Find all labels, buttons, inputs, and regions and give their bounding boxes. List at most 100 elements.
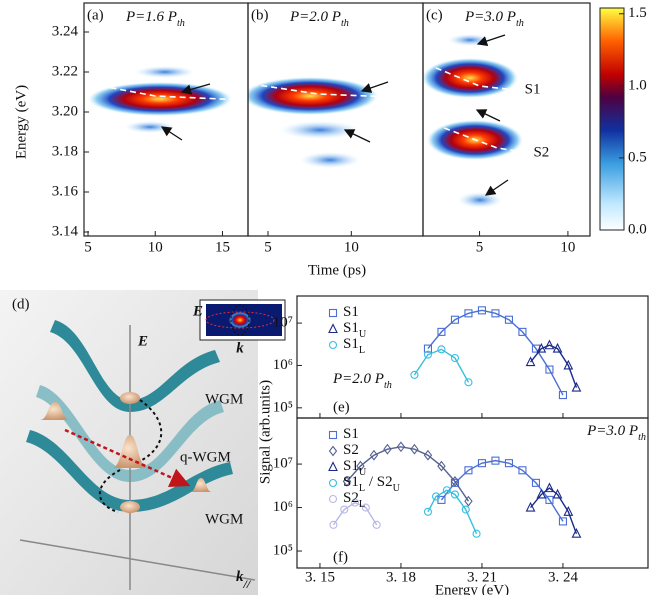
legend-marker [328, 308, 338, 318]
y-tick-label: 10⁵ [273, 542, 293, 558]
marker-square [558, 517, 568, 526]
colorbar [599, 7, 625, 231]
x-tick-label: 3. 15 [305, 569, 335, 585]
marker-diamond [450, 475, 460, 487]
marker-circle [450, 490, 460, 499]
legend-marker [328, 323, 338, 334]
marker-triangle [544, 482, 555, 493]
inset-outline [230, 304, 250, 336]
marker-diamond [383, 443, 392, 455]
inset-axis-label: E [192, 303, 203, 319]
x-axis-label: Time (ps) [308, 262, 366, 278]
marker-circle [340, 505, 349, 514]
marker-square [545, 495, 554, 504]
marker-triangle [552, 488, 563, 499]
marker-circle [410, 370, 419, 379]
marker-diamond [437, 460, 446, 472]
panel-title-sub: th [384, 380, 392, 391]
legend-label: S1U [343, 320, 367, 339]
legend-label: S1U [343, 458, 367, 477]
panel-label: (b) [251, 7, 269, 23]
marker-diamond [423, 449, 433, 461]
arrow [476, 34, 506, 47]
legend-label: S1 [343, 426, 359, 442]
x-axis-label: Energy (eV) [435, 582, 509, 595]
emission-blob [280, 121, 360, 139]
marker-circle [450, 353, 460, 363]
y-tick-label: 10⁵ [273, 399, 293, 415]
marker-triangle [544, 339, 555, 350]
panel-label: (c) [426, 7, 443, 23]
panel-frame [296, 417, 649, 569]
marker-triangle [525, 501, 536, 512]
emission-blob [423, 58, 518, 98]
mode-label: WGM [205, 511, 243, 527]
y-tick-label: 3.18 [52, 143, 78, 159]
legend-label-text: S2 [343, 490, 359, 506]
panel-title: P=1.6 Pth [125, 9, 185, 28]
marker-triangle [563, 359, 574, 370]
marker-diamond [342, 475, 352, 487]
marker-circle [329, 520, 338, 529]
panel-title: P=2.0 Pth [289, 9, 349, 28]
x-tick-label: 3. 24 [548, 569, 579, 585]
legend-label-sub: L [359, 345, 365, 356]
mode-label: q-WGM [180, 449, 231, 465]
marker-circle [372, 520, 381, 529]
marker-square [531, 478, 541, 487]
arrow [475, 109, 501, 122]
mode-peak [120, 392, 140, 404]
legend-marker [328, 461, 338, 472]
legend-label: S2 [343, 442, 359, 458]
legend-label-text: S1 [343, 458, 359, 474]
legend-label: S1 [343, 304, 359, 320]
emission-blob [135, 66, 195, 78]
y-tick-label: 10⁷ [273, 315, 293, 331]
inset-outline [205, 311, 275, 329]
y-tick-label: 10⁶ [273, 357, 293, 373]
axis-label-text: k [236, 569, 244, 585]
diagram: (d) E E k WGM q-WGM WGM k// [0, 290, 286, 595]
coupling [139, 399, 163, 461]
y-tick-label: 3.14 [52, 223, 79, 239]
y-tick-label: 10⁶ [273, 499, 293, 515]
colorbar-tick-label: 1.5 [628, 5, 647, 21]
fit-line [413, 348, 470, 383]
panel-title: P=2.0 Pth [332, 371, 392, 390]
y-tick-label: 3.20 [52, 103, 78, 119]
x-tick-label: 10 [148, 239, 163, 255]
x-tick-label: 5 [476, 239, 484, 255]
x-tick-label: 10 [344, 239, 359, 255]
emission-direction [64, 428, 191, 487]
arrow [484, 179, 509, 196]
marker-diamond [356, 460, 365, 472]
marker-triangle [571, 381, 582, 392]
marker-triangle [571, 527, 582, 538]
lower-band [26, 430, 233, 512]
fit-line [332, 501, 378, 526]
marker-square [437, 327, 446, 336]
axis-label-sub: // [243, 577, 252, 591]
panel-title-text: P=2.0 P [332, 371, 384, 387]
inset-axis-label: k [236, 340, 244, 356]
marker-triangle [552, 342, 563, 353]
marker-square [518, 466, 527, 475]
legend-marker [328, 340, 338, 350]
marker-circle [437, 345, 446, 354]
legend-label-sub: U [393, 483, 401, 494]
marker-diamond [410, 443, 419, 455]
legend-label-sub: L [359, 499, 365, 510]
x-tick-label: 5 [264, 239, 272, 255]
marker-triangle [525, 356, 536, 367]
emission-blob [448, 34, 492, 46]
inset-spot [229, 312, 251, 328]
marker-diamond [396, 441, 406, 453]
legend-label: S1L [343, 336, 365, 355]
panel-label: (f) [333, 549, 348, 565]
fit-line [427, 309, 564, 396]
arrow [160, 126, 183, 141]
panel-title-sub: th [177, 18, 185, 29]
marker-circle [423, 350, 433, 359]
marker-circle [423, 507, 433, 516]
fit-line [427, 489, 478, 535]
